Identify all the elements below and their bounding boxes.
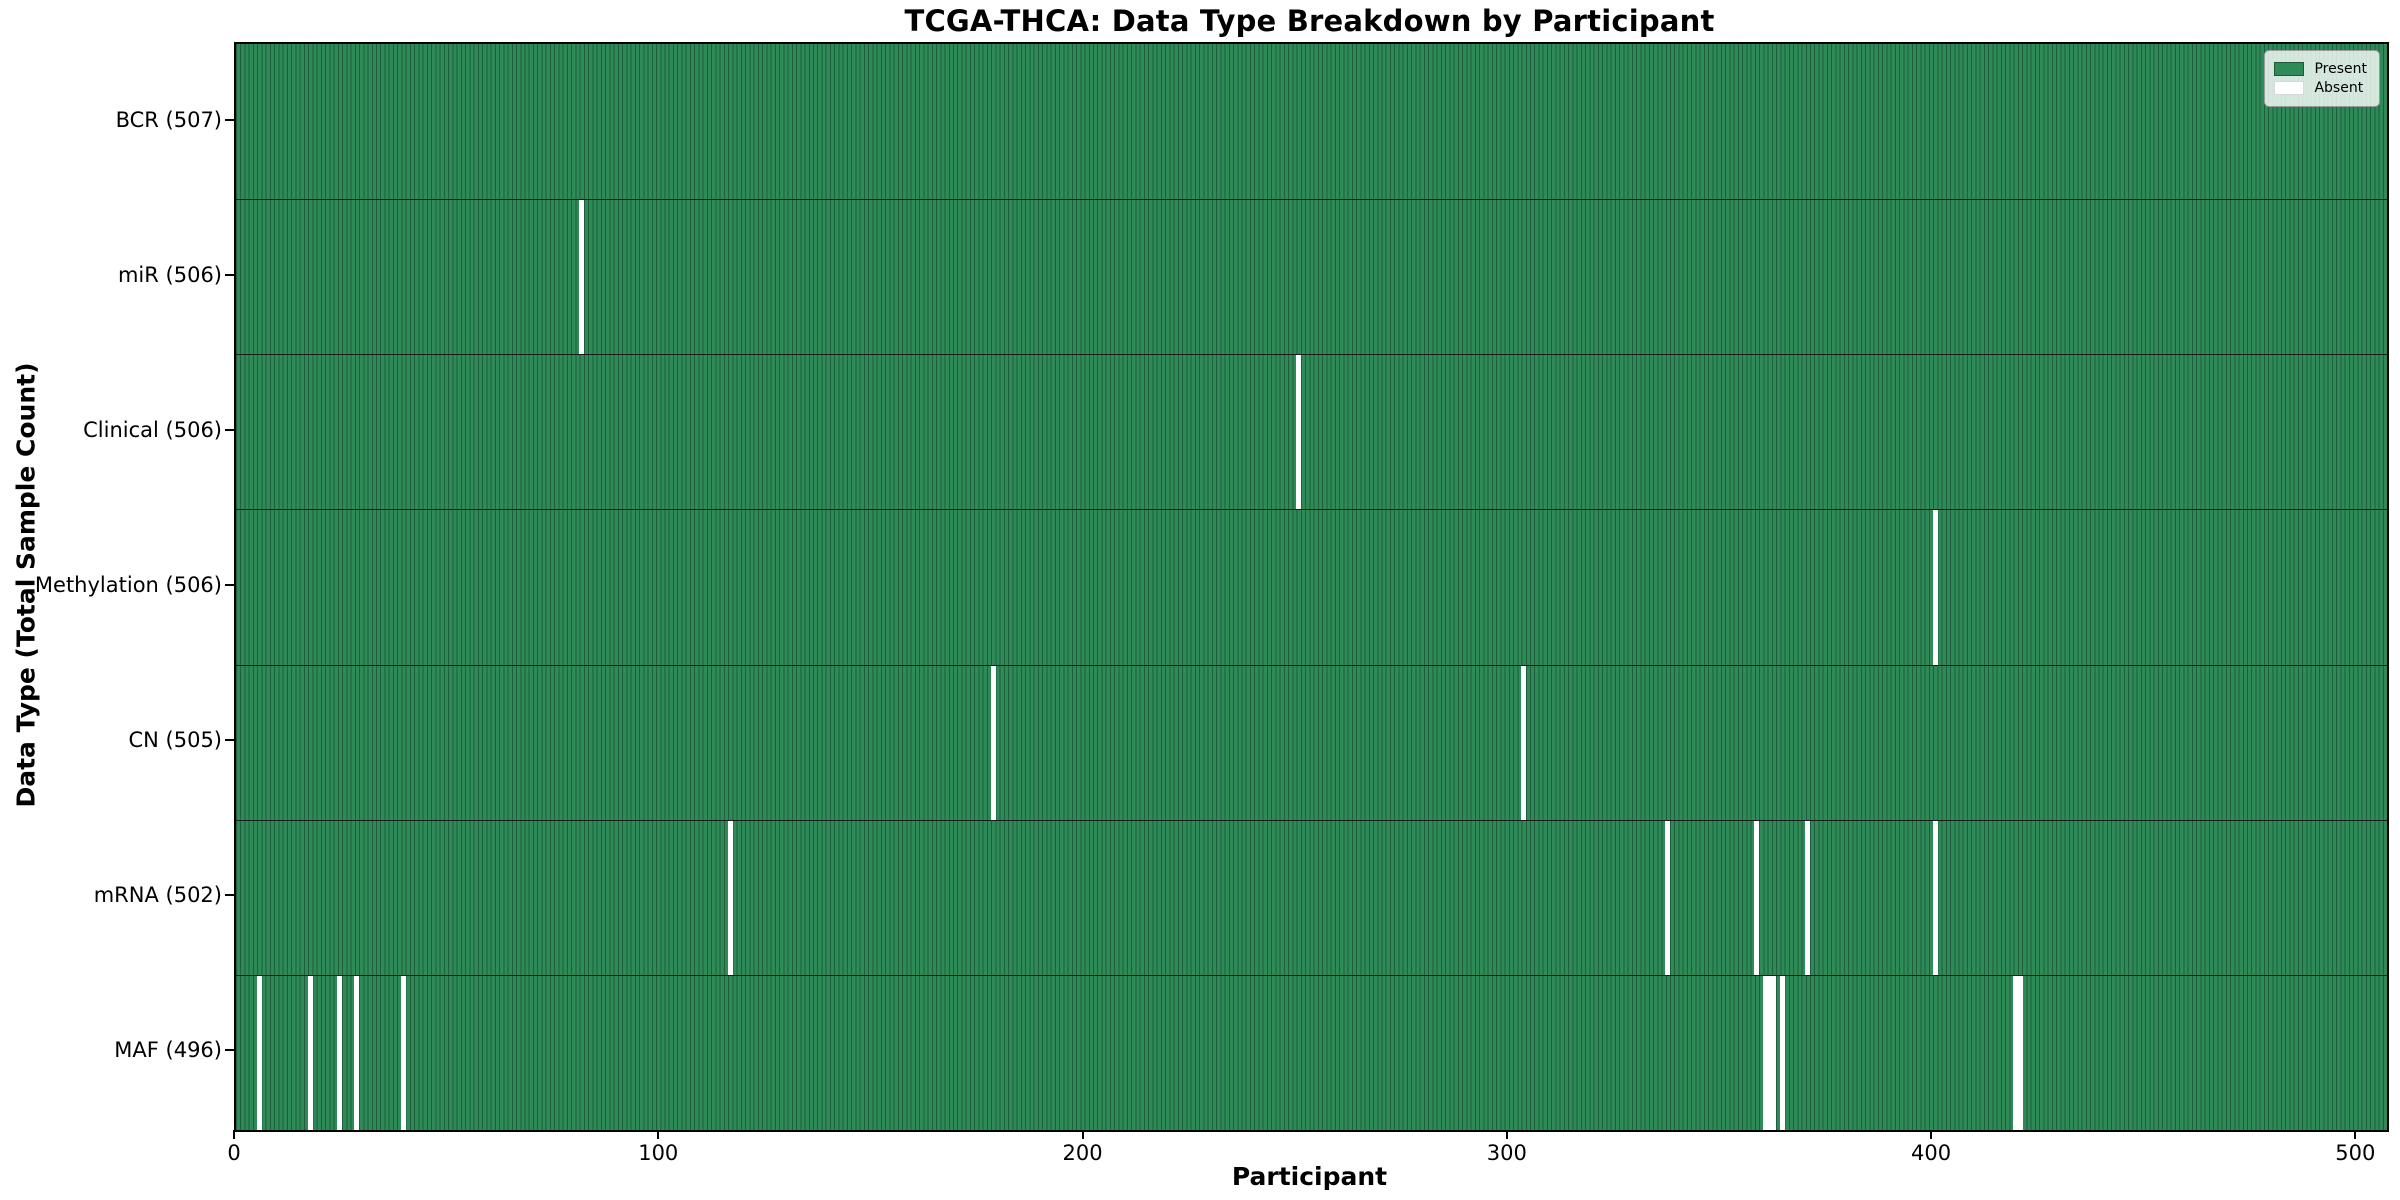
x-tick-label-300: 300 xyxy=(1486,1141,1527,1165)
y-tick-mark-CN xyxy=(225,739,234,742)
legend: Present Absent xyxy=(2264,50,2380,107)
x-tick-mark-200 xyxy=(1081,1130,1084,1139)
absent-gap-CN-303 xyxy=(1521,665,1527,820)
absent-gap-mRNA-400 xyxy=(1932,820,1938,975)
y-tick-label-CN: CN (505) xyxy=(128,728,222,753)
absent-gap-miR-81 xyxy=(579,200,585,355)
absent-gap-MAF-361 xyxy=(1767,975,1773,1130)
absent-gap-mRNA-116 xyxy=(727,820,733,975)
absent-gap-MAF-24 xyxy=(337,975,343,1130)
row-MAF xyxy=(236,974,2387,1130)
y-tick-mark-BCR xyxy=(225,118,234,121)
y-tick-label-miR: miR (506) xyxy=(117,262,222,287)
absent-gap-mRNA-337 xyxy=(1665,820,1671,975)
absent-gap-MAF-39 xyxy=(401,975,407,1130)
x-tick-mark-400 xyxy=(1930,1130,1933,1139)
x-tick-mark-100 xyxy=(657,1130,660,1139)
absent-gap-MAF-360 xyxy=(1762,975,1768,1130)
absent-gap-MAF-362 xyxy=(1771,975,1777,1130)
x-tick-label-400: 400 xyxy=(1910,1141,1952,1165)
x-axis-title: Participant xyxy=(1231,1162,1388,1191)
present-swatch-icon xyxy=(2274,62,2305,76)
y-tick-label-Methylation: Methylation (506) xyxy=(34,573,222,597)
legend-label-present: Present xyxy=(2314,61,2367,77)
absent-gap-MAF-364 xyxy=(1779,975,1785,1130)
y-tick-mark-miR xyxy=(225,273,234,276)
x-tick-label-500: 500 xyxy=(2335,1141,2376,1165)
absent-gap-MAF-5 xyxy=(256,975,262,1130)
absent-gap-mRNA-358 xyxy=(1754,820,1760,975)
row-mRNA xyxy=(236,819,2387,975)
absent-gap-MAF-28 xyxy=(354,975,360,1130)
row-miR xyxy=(236,199,2387,355)
legend-label-absent: Absent xyxy=(2314,80,2364,96)
x-tick-mark-500 xyxy=(2354,1130,2357,1139)
absent-gap-MAF-419 xyxy=(2013,975,2019,1130)
absent-gap-MAF-17 xyxy=(307,975,313,1130)
y-tick-label-MAF: MAF (496) xyxy=(114,1038,222,1063)
row-BCR xyxy=(236,44,2387,199)
y-tick-label-BCR: BCR (507) xyxy=(115,107,222,132)
x-tick-label-100: 100 xyxy=(638,1141,679,1165)
row-Methylation xyxy=(236,509,2387,665)
absent-gap-CN-178 xyxy=(990,665,996,820)
legend-item-present: Present xyxy=(2274,61,2367,77)
absent-gap-Methylation-400 xyxy=(1932,510,1938,665)
x-tick-mark-300 xyxy=(1505,1130,1508,1139)
x-tick-mark-0 xyxy=(233,1130,235,1139)
absent-gap-MAF-420 xyxy=(2017,975,2023,1130)
y-tick-mark-Methylation xyxy=(225,584,234,586)
absent-swatch-icon xyxy=(2274,81,2305,95)
x-tick-label-0: 0 xyxy=(227,1141,241,1165)
y-tick-label-Clinical: Clinical (506) xyxy=(83,417,222,442)
row-CN xyxy=(236,664,2387,820)
y-tick-label-mRNA: mRNA (502) xyxy=(93,883,222,908)
row-Clinical xyxy=(236,354,2387,510)
legend-item-absent: Absent xyxy=(2274,80,2367,96)
chart-title: TCGA-THCA: Data Type Breakdown by Partic… xyxy=(904,4,1715,38)
plot-area: Present Absent xyxy=(234,42,2389,1132)
y-tick-mark-Clinical xyxy=(225,428,234,431)
absent-gap-mRNA-370 xyxy=(1805,820,1811,975)
y-tick-mark-MAF xyxy=(225,1049,234,1052)
x-tick-label-200: 200 xyxy=(1062,1141,1103,1165)
absent-gap-Clinical-250 xyxy=(1296,355,1302,510)
y-tick-mark-mRNA xyxy=(225,894,234,897)
